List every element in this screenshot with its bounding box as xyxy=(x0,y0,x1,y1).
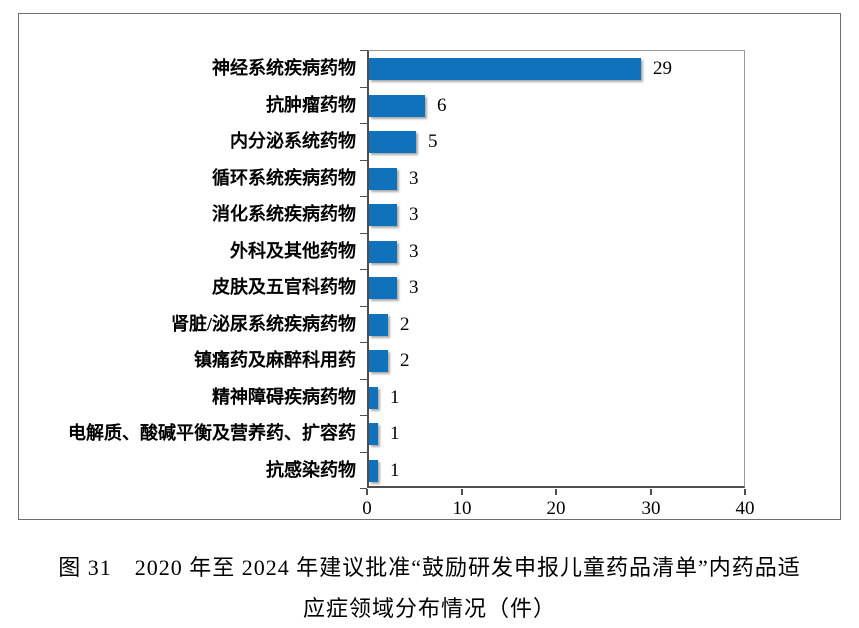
x-axis-tick xyxy=(461,489,463,495)
value-label: 6 xyxy=(437,94,447,116)
category-label: 抗肿瘤药物 xyxy=(266,94,356,115)
value-label: 1 xyxy=(390,386,400,408)
bar-2 xyxy=(369,131,416,153)
bar-6 xyxy=(369,277,397,299)
category-label: 精神障碍疾病药物 xyxy=(212,386,356,407)
category-label: 外科及其他药物 xyxy=(230,240,356,261)
category-label: 消化系统疾病药物 xyxy=(212,204,356,224)
category-label: 镇痛药及麻醉科用药 xyxy=(194,350,356,370)
value-label: 3 xyxy=(409,277,419,298)
x-axis-tick-label: 10 xyxy=(452,498,472,519)
y-axis-tick xyxy=(360,306,367,307)
y-axis-tick xyxy=(360,488,367,489)
bar-5 xyxy=(369,241,397,263)
y-axis-tick xyxy=(360,233,367,234)
y-axis-tick xyxy=(360,160,367,161)
value-label: 1 xyxy=(390,459,400,481)
value-label: 2 xyxy=(400,313,410,335)
bar-0 xyxy=(369,58,641,80)
value-label: 5 xyxy=(428,131,438,152)
value-label: 1 xyxy=(390,423,400,444)
y-axis-tick xyxy=(360,196,367,197)
category-label: 内分泌系统药物 xyxy=(230,131,356,151)
category-label: 电解质、酸碱平衡及营养药、扩容药 xyxy=(68,423,356,443)
x-axis-tick-label: 40 xyxy=(735,498,755,519)
x-axis-tick-label: 20 xyxy=(546,498,566,519)
y-axis-tick xyxy=(360,342,367,343)
bar-8 xyxy=(369,350,388,372)
x-axis-tick xyxy=(744,489,746,495)
y-axis-tick xyxy=(360,87,367,88)
category-label: 肾脏/泌尿系统疾病药物 xyxy=(171,313,356,334)
bar-11 xyxy=(369,460,378,482)
x-axis-tick-label: 0 xyxy=(362,498,372,519)
bar-3 xyxy=(369,168,397,190)
figure-caption-line2: 应症领域分布情况（件） xyxy=(302,596,556,621)
bar-9 xyxy=(369,387,378,409)
value-label: 3 xyxy=(409,167,419,189)
x-axis-tick xyxy=(555,489,557,495)
y-axis-tick xyxy=(360,269,367,270)
bar-10 xyxy=(369,423,378,445)
category-label: 循环系统疾病药物 xyxy=(212,167,356,188)
category-label: 神经系统疾病药物 xyxy=(212,58,356,78)
y-axis-tick xyxy=(360,379,367,380)
figure-caption-line1: 图 31 2020 年至 2024 年建议批准“鼓励研发申报儿童药品清单”内药品… xyxy=(58,555,801,580)
x-axis-tick xyxy=(366,489,368,495)
y-axis-tick xyxy=(360,452,367,453)
category-label: 皮肤及五官科药物 xyxy=(212,277,356,297)
y-axis-tick xyxy=(360,123,367,124)
y-axis-tick xyxy=(360,50,367,51)
value-label: 29 xyxy=(653,58,672,79)
value-label: 3 xyxy=(409,204,419,225)
value-label: 2 xyxy=(400,350,410,371)
plot-area: 29 6 5 3 3 3 3 2 2 1 1 1 xyxy=(367,50,745,488)
x-axis-tick xyxy=(650,489,652,495)
category-label: 抗感染药物 xyxy=(266,459,356,480)
bar-1 xyxy=(369,95,425,117)
bar-4 xyxy=(369,204,397,226)
bar-7 xyxy=(369,314,388,336)
value-label: 3 xyxy=(409,240,419,262)
x-axis-tick-label: 30 xyxy=(641,498,661,519)
y-axis-tick xyxy=(360,415,367,416)
